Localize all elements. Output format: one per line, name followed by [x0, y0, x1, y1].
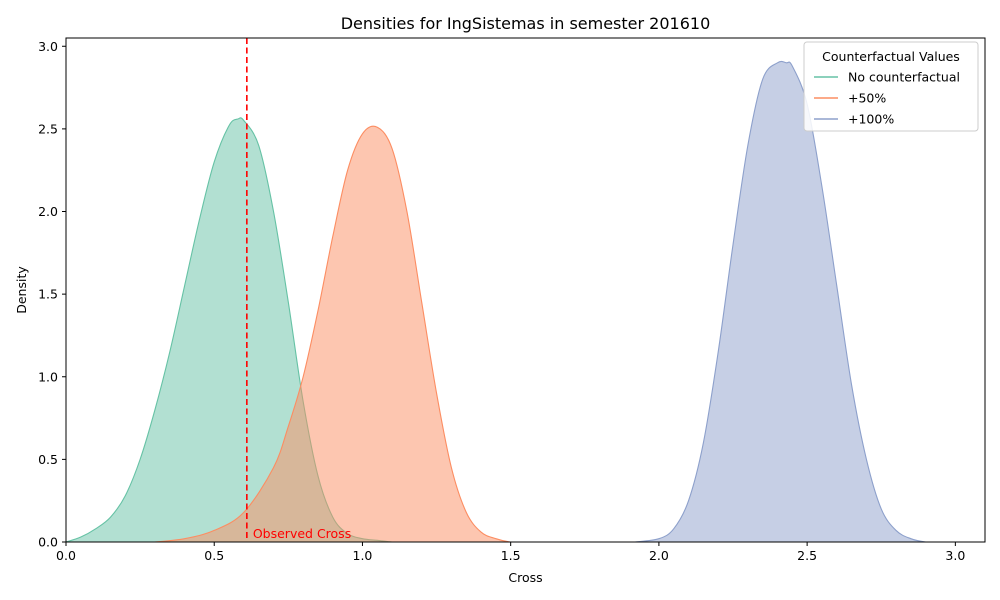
- legend-title: Counterfactual Values: [822, 49, 960, 64]
- density-area-3: [635, 61, 938, 542]
- observed-cross-label: Observed Cross: [253, 526, 351, 541]
- chart-title: Densities for IngSistemas in semester 20…: [341, 14, 711, 33]
- y-tick-label: 2.0: [38, 204, 58, 219]
- x-axis-label: Cross: [508, 570, 542, 585]
- series-layer: [65, 60, 938, 543]
- x-tick-label: 2.0: [649, 548, 669, 563]
- legend-label-3: +100%: [848, 112, 894, 127]
- x-tick-label: 1.0: [353, 548, 373, 563]
- density-line-3: [635, 60, 938, 543]
- x-tick-label: 3.0: [945, 548, 965, 563]
- legend-label-1: No counterfactual: [848, 70, 960, 85]
- annotation-layer: Observed Cross: [246, 38, 351, 542]
- y-tick-label: 2.5: [38, 121, 58, 136]
- y-tick-label: 1.5: [38, 287, 58, 302]
- y-tick-label: 3.0: [38, 39, 58, 54]
- x-tick-label: 0.0: [56, 548, 76, 563]
- density-area-1: [66, 117, 401, 543]
- density-line-2: [154, 125, 526, 543]
- x-tick-label: 1.5: [501, 548, 521, 563]
- plot-frame: [65, 37, 986, 543]
- x-tick-label: 0.5: [204, 548, 224, 563]
- y-tick-label: 0.0: [38, 535, 58, 550]
- x-tick-label: 2.5: [797, 548, 817, 563]
- y-tick-label: 1.0: [38, 369, 58, 384]
- axes-layer: 0.0 0.5 1.0 1.5 2.0 2.5 3.0 0.0 0.5 1.0 1.5 2.0 2.5 3…: [38, 37, 986, 563]
- legend-label-2: +50%: [848, 91, 886, 106]
- density-area-2: [154, 126, 526, 542]
- legend-box: [803, 41, 979, 132]
- y-axis-label: Density: [14, 266, 29, 314]
- legend: Counterfactual Values No counterfactual +5…: [803, 41, 979, 132]
- y-tick-label: 0.5: [38, 452, 58, 467]
